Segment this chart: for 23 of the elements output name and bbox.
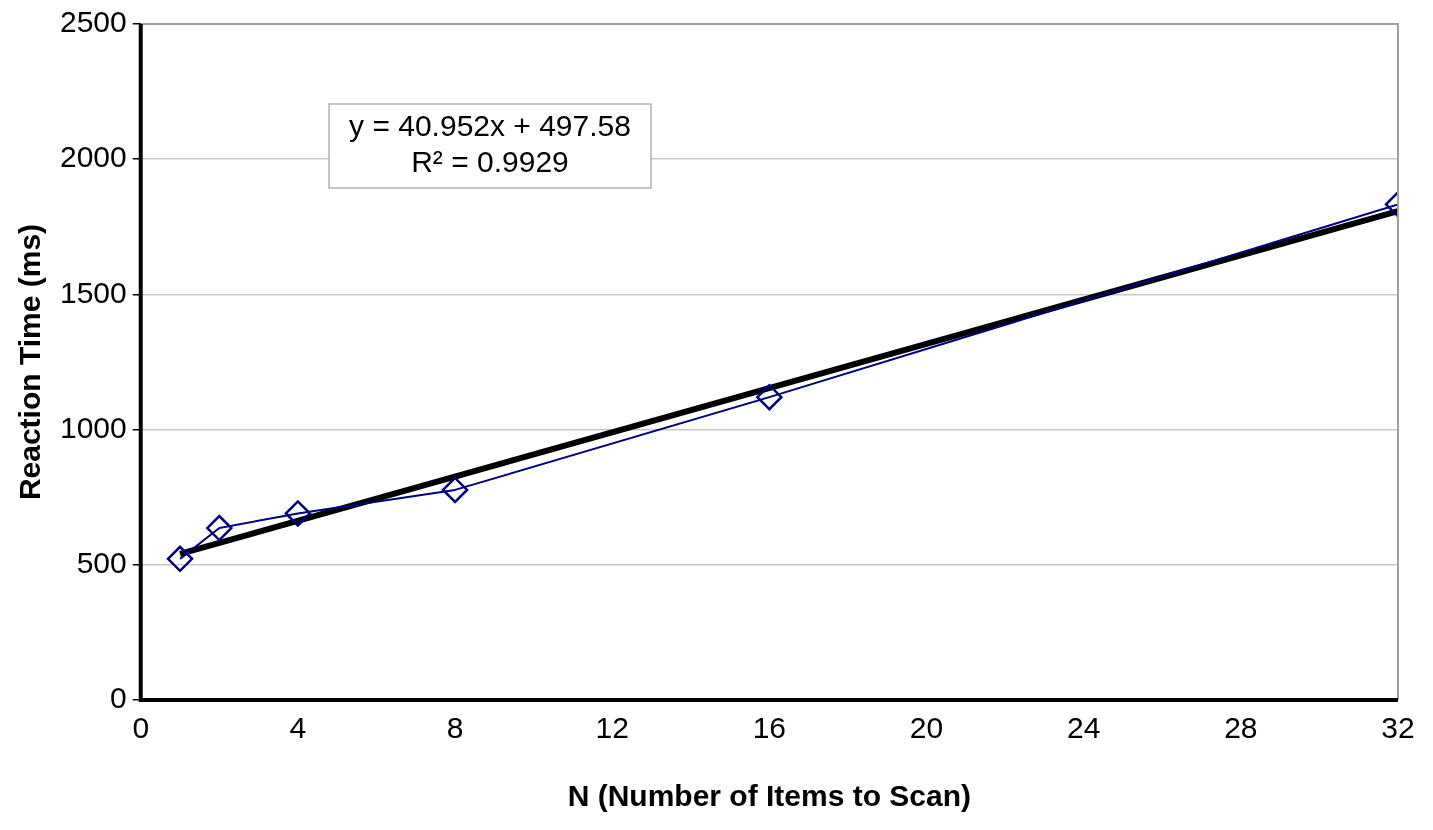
x-tick-label: 20 bbox=[909, 711, 944, 745]
annotation: y = 40.952x + 497.58 bbox=[349, 109, 631, 143]
y-tick-label: 2000 bbox=[59, 140, 127, 174]
x-tick-label: 16 bbox=[752, 711, 787, 745]
point bbox=[166, 545, 194, 573]
x-tick-label: 4 bbox=[289, 711, 307, 745]
x-tick-label: 24 bbox=[1067, 711, 1101, 745]
x-axis-title: N (Number of Items to Scan) bbox=[567, 779, 972, 813]
x-tick-label: 32 bbox=[1381, 711, 1415, 745]
y-tick-label: 2500 bbox=[59, 5, 127, 39]
x-tick-label: 28 bbox=[1224, 711, 1258, 745]
y-tick-label: 0 bbox=[110, 681, 127, 715]
y-tick-label: 1000 bbox=[59, 410, 127, 444]
y-tick-label: 1500 bbox=[59, 275, 127, 309]
point bbox=[206, 514, 233, 542]
y-axis-title: Reaction Time (ms) bbox=[13, 223, 47, 501]
annotation: R² = 0.9929 bbox=[411, 145, 569, 179]
point bbox=[284, 500, 312, 527]
y-tick-label: 500 bbox=[76, 546, 127, 580]
x-tick-label: 0 bbox=[132, 711, 150, 745]
x-tick-label: 12 bbox=[595, 711, 629, 745]
x-tick-label: 8 bbox=[446, 711, 464, 745]
point bbox=[441, 476, 469, 504]
